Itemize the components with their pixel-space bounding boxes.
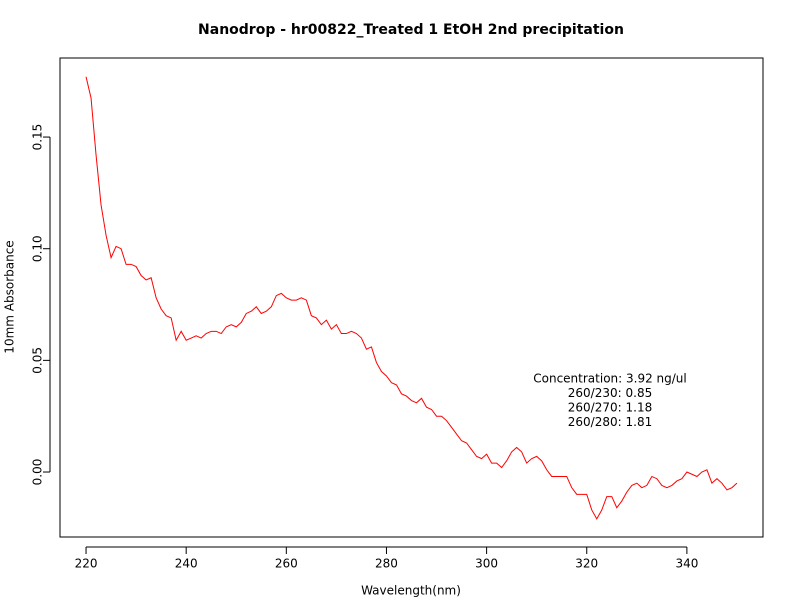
data-line <box>85 76 738 520</box>
x-tick-label: 220 <box>75 557 98 571</box>
plot-box <box>59 57 764 538</box>
x-tick-label: 260 <box>275 557 298 571</box>
x-axis-label: Wavelength(nm) <box>361 584 461 598</box>
x-tick-label: 240 <box>175 557 198 571</box>
y-tick-label: 0.00 <box>31 459 45 486</box>
annotation: 260/230: 0.85 <box>568 386 652 400</box>
y-tick-label: 0.15 <box>31 124 45 151</box>
x-tick-label: 340 <box>675 557 698 571</box>
y-axis-label: 10mm Absorbance <box>3 240 17 353</box>
y-tick-label: 0.10 <box>31 235 45 262</box>
x-tick-label: 320 <box>575 557 598 571</box>
annotation: Concentration: 3.92 ng/ul <box>533 372 687 386</box>
x-tick-label: 280 <box>375 557 398 571</box>
annotation: 260/270: 1.18 <box>568 401 652 415</box>
annotation: 260/280: 1.81 <box>568 415 652 429</box>
chart-title: Nanodrop - hr00822_Treated 1 EtOH 2nd pr… <box>198 22 624 38</box>
x-tick-label: 300 <box>475 557 498 571</box>
y-tick-label: 0.05 <box>31 347 45 374</box>
